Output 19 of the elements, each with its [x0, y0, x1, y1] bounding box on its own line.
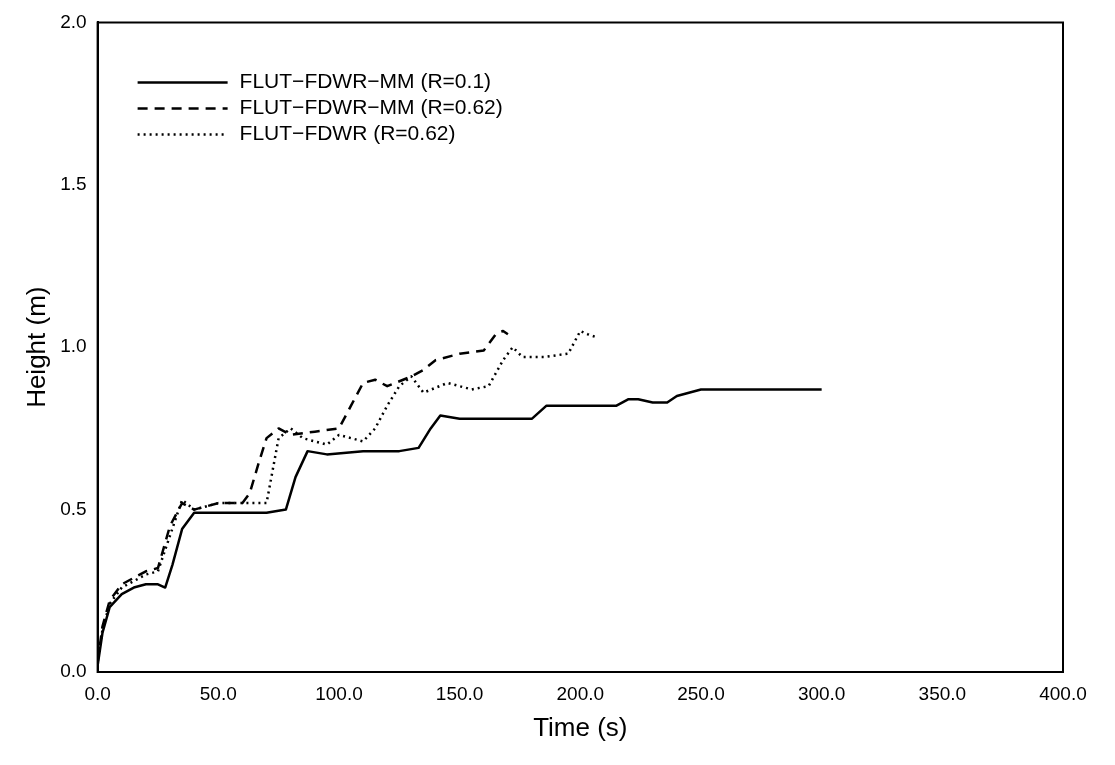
x-tick-label: 150.0	[435, 682, 484, 704]
y-tick-label: 0.0	[60, 660, 87, 682]
x-tick-label: 0.0	[84, 682, 111, 704]
y-axis-title: Height (m)	[20, 286, 51, 408]
x-tick-label: 50.0	[199, 682, 237, 704]
x-tick-label: 250.0	[677, 682, 725, 704]
y-tick-label: 0.5	[60, 497, 87, 519]
y-tick-label: 2.0	[60, 10, 87, 32]
x-tick-label: 350.0	[918, 682, 967, 704]
legend-label: FLUT−FDWR (R=0.62)	[239, 121, 456, 145]
x-axis-title: Time (s)	[533, 711, 628, 742]
y-tick-label: 1.0	[60, 335, 87, 357]
x-tick-label: 100.0	[315, 682, 363, 704]
legend-label: FLUT−FDWR−MM (R=0.62)	[239, 95, 503, 119]
x-tick-label: 400.0	[1039, 682, 1087, 704]
x-tick-label: 200.0	[556, 682, 605, 704]
y-tick-label: 1.5	[60, 173, 87, 195]
x-tick-label: 300.0	[797, 682, 846, 704]
legend-label: FLUT−FDWR−MM (R=0.1)	[239, 69, 492, 93]
